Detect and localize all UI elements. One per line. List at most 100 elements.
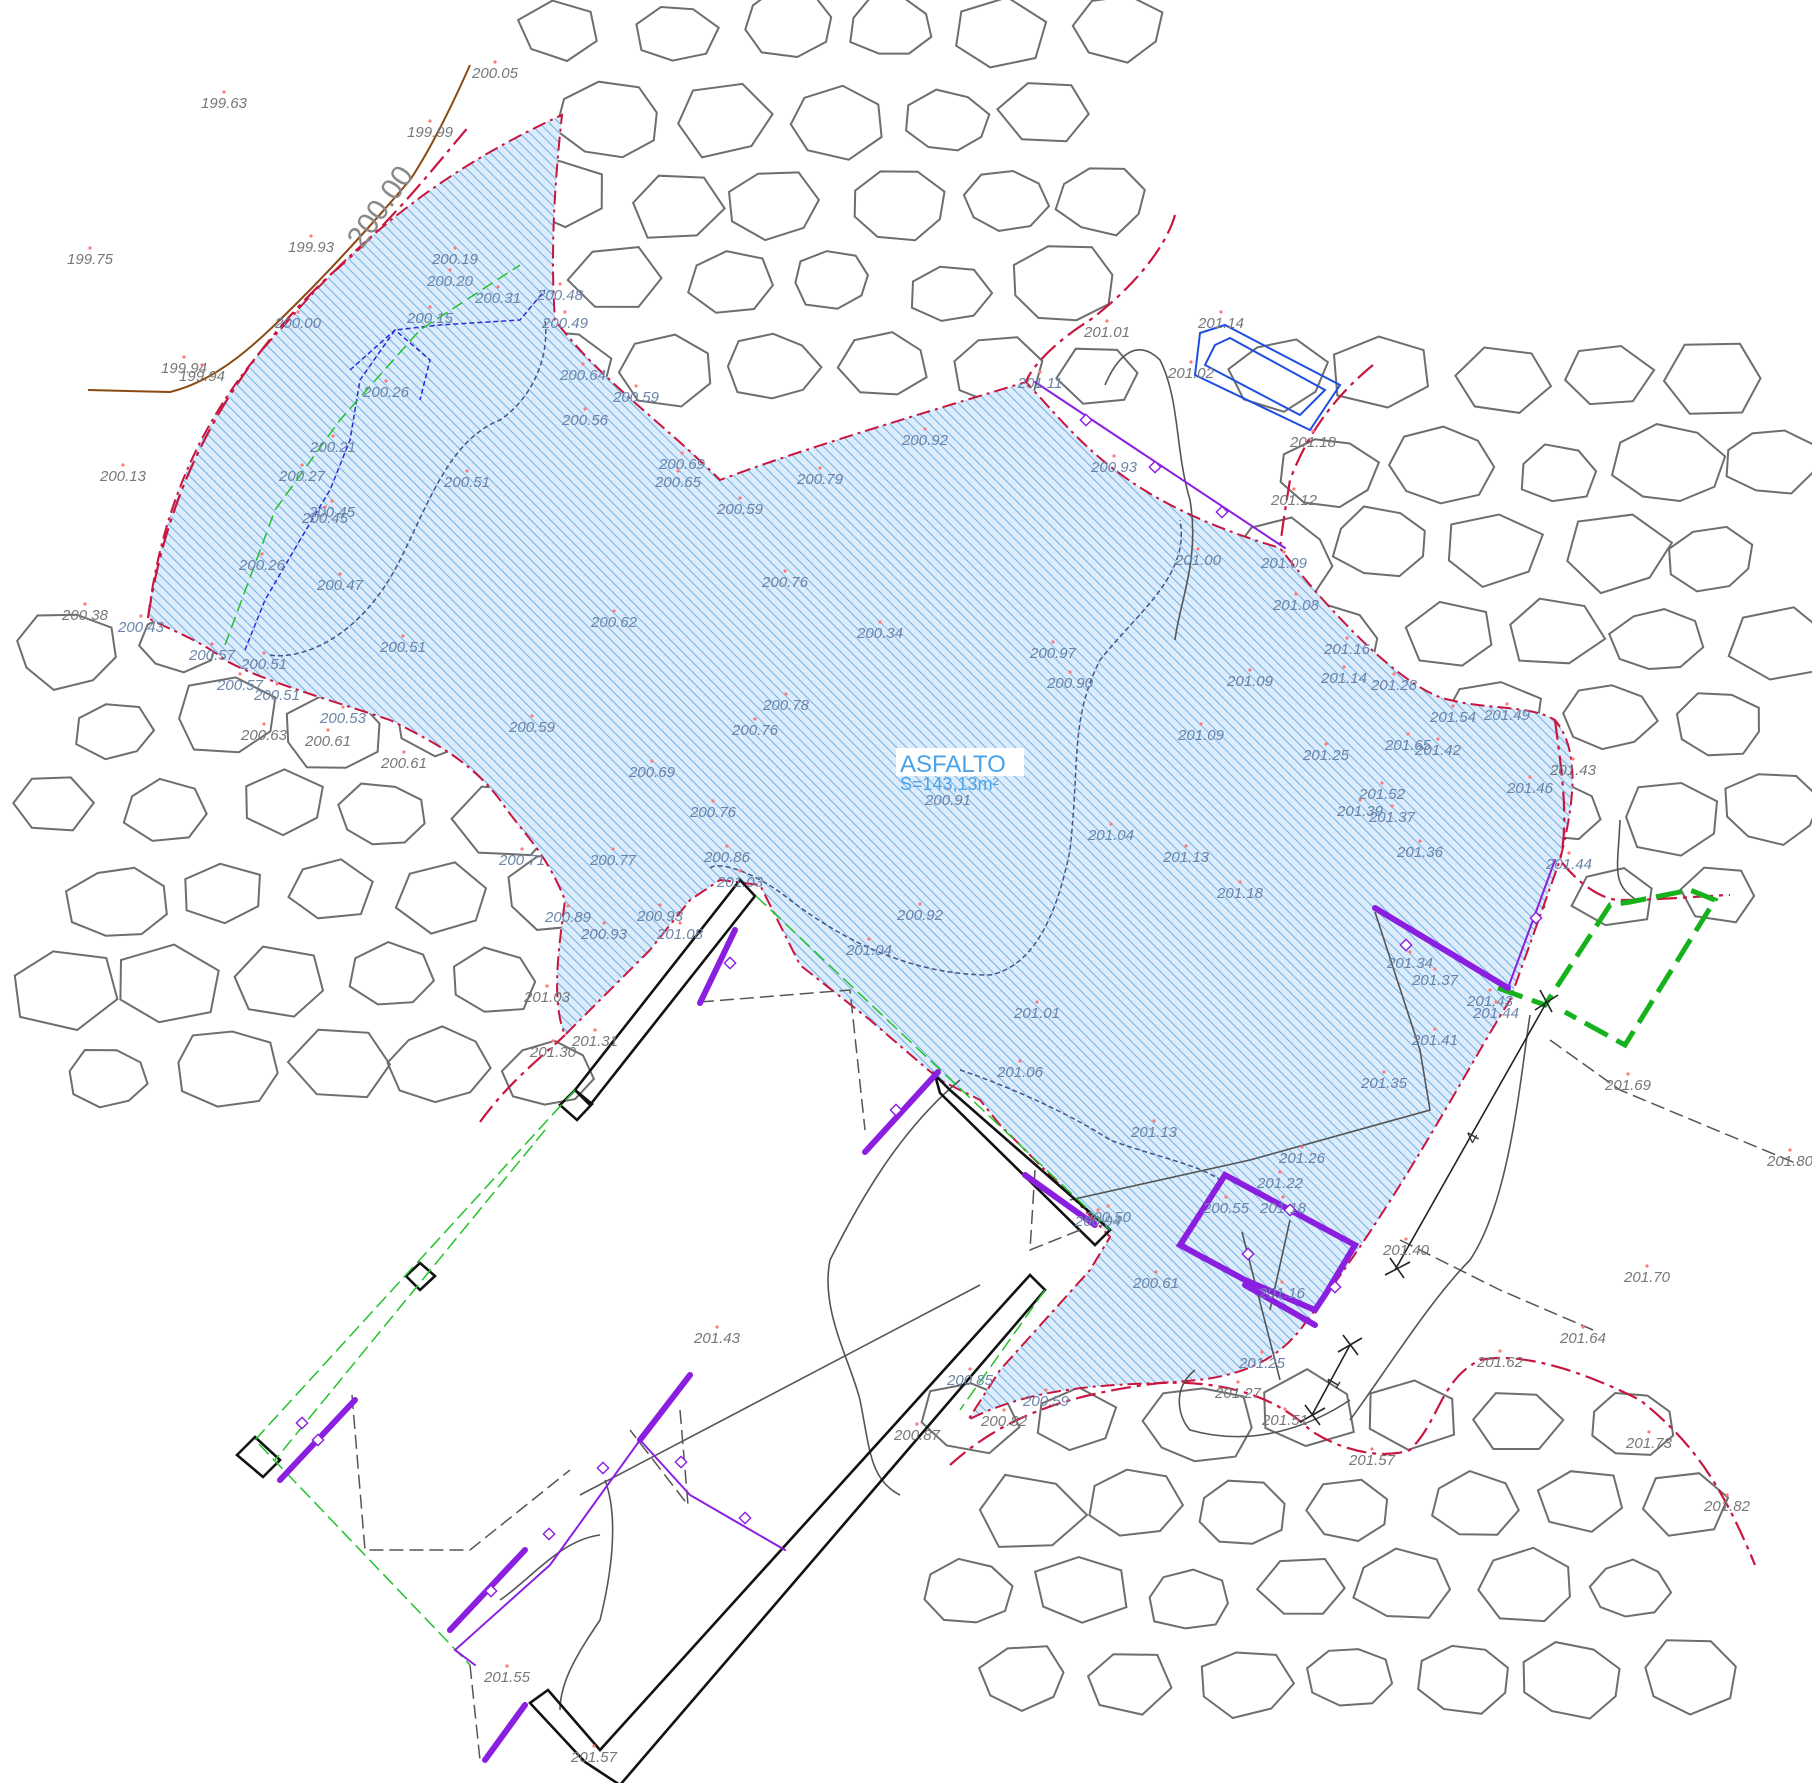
dimension-label-four: 4 [1461,1128,1483,1147]
stone [394,861,488,935]
elevation-point [680,451,684,455]
elevation-point [465,469,469,473]
elevation-point [1451,704,1455,708]
stone [1255,1557,1346,1615]
stone [905,88,991,152]
elevation-label: 201.37 [1411,972,1459,989]
elevation-label: 200.85 [946,1372,994,1389]
elevation-label: 200.61 [1132,1275,1179,1292]
vertex-marker [1399,938,1413,952]
elevation-label: 200.87 [893,1427,941,1444]
stone [64,866,168,937]
elevation-label: 199.94 [161,360,207,377]
stone [122,777,208,842]
stone [233,945,325,1018]
elevation-point [658,903,662,907]
stone [794,250,869,310]
stone [726,332,823,400]
elevation-point [1433,967,1437,971]
elevation-label: 201.49 [1483,707,1531,724]
elevation-label: 200.93 [1090,459,1138,476]
elevation-label: 200.49 [541,315,589,332]
elevation-label: 201.52 [1358,786,1406,803]
elevation-point [1260,1350,1264,1354]
vertex-marker [542,1527,556,1541]
stone [1727,606,1812,681]
elevation-point [581,362,585,366]
utility-box [1193,323,1342,432]
elevation-label: 201.04 [1087,827,1134,844]
stone [1036,1386,1118,1452]
elevation-point [260,552,264,556]
elevation-label: 201.13 [1130,1124,1178,1141]
elevation-point [1282,550,1286,554]
elevation-point [602,921,606,925]
stone [1588,1558,1673,1618]
stone [1562,684,1660,751]
elevation-point [1390,804,1394,808]
inner-survey-lines [224,264,1221,1181]
vertex-marker [1215,505,1229,519]
vertex-marker [1148,460,1162,474]
elevation-label: 201.11 [1017,375,1063,392]
elevation-point [330,499,334,503]
elevation-label: 200.71 [498,852,545,869]
stone [1625,781,1719,857]
elevation-point [1345,636,1349,640]
elevation-label: 200.45 [308,504,356,521]
elevation-label: 200.92 [901,432,949,449]
stone [287,858,374,920]
elevation-label: 201.41 [1411,1032,1458,1049]
elevation-label: 199.93 [288,239,335,256]
elevation-label: 201.03 [716,874,764,891]
stone [1570,867,1653,927]
elevation-point [1488,988,1492,992]
stone [1279,438,1381,509]
elevation-point [551,1039,555,1043]
elevation-point [1505,702,1509,706]
green-bold-outline [1497,887,1719,1049]
elevation-point [1236,1380,1240,1384]
elevation-point [1105,319,1109,323]
elevation-label: 201.18 [1216,885,1264,902]
elevation-label: 200.26 [362,384,410,401]
stone [923,1557,1014,1624]
stone [1668,525,1754,593]
stone [1404,600,1493,667]
stone [635,5,720,62]
stone [687,250,775,314]
elevation-point [678,921,682,925]
elevation-label: 201.18 [1289,434,1337,451]
elevation-label: 200.47 [316,577,364,594]
elevation-point [563,310,567,314]
elevation-point [1189,360,1193,364]
stone [1071,0,1164,64]
vertex-marker [1079,413,1093,427]
stone [1610,423,1727,503]
elevation-point [1238,880,1242,884]
stone [1430,1470,1520,1536]
elevation-point [1528,775,1532,779]
stone [68,1048,149,1109]
elevation-label: 201.80 [1766,1153,1812,1170]
elevation-label: 201.44 [1545,856,1592,873]
elevation-point [1154,1270,1158,1274]
interior-dashed-lines [351,989,1801,1761]
elevation-point [493,60,497,64]
stone [1088,1468,1185,1537]
elevation-label: 201.30 [529,1044,577,1061]
elevation-label: 201.42 [1414,742,1462,759]
elevation-label: 201.09 [1177,727,1225,744]
elevation-label: 200.51 [240,656,287,673]
elevation-point [1106,1204,1110,1208]
elevation-point [1406,732,1410,736]
vertex-marker [1328,1280,1342,1294]
elevation-point [341,705,345,709]
elevation-label: 201.26 [1278,1150,1326,1167]
elevation-point [1581,1325,1585,1329]
stone [245,768,324,837]
setback-green-lines [253,895,1111,1666]
elevation-point [1647,1430,1651,1434]
elevation-point [818,466,822,470]
elevation-label: 200.57 [188,647,236,664]
